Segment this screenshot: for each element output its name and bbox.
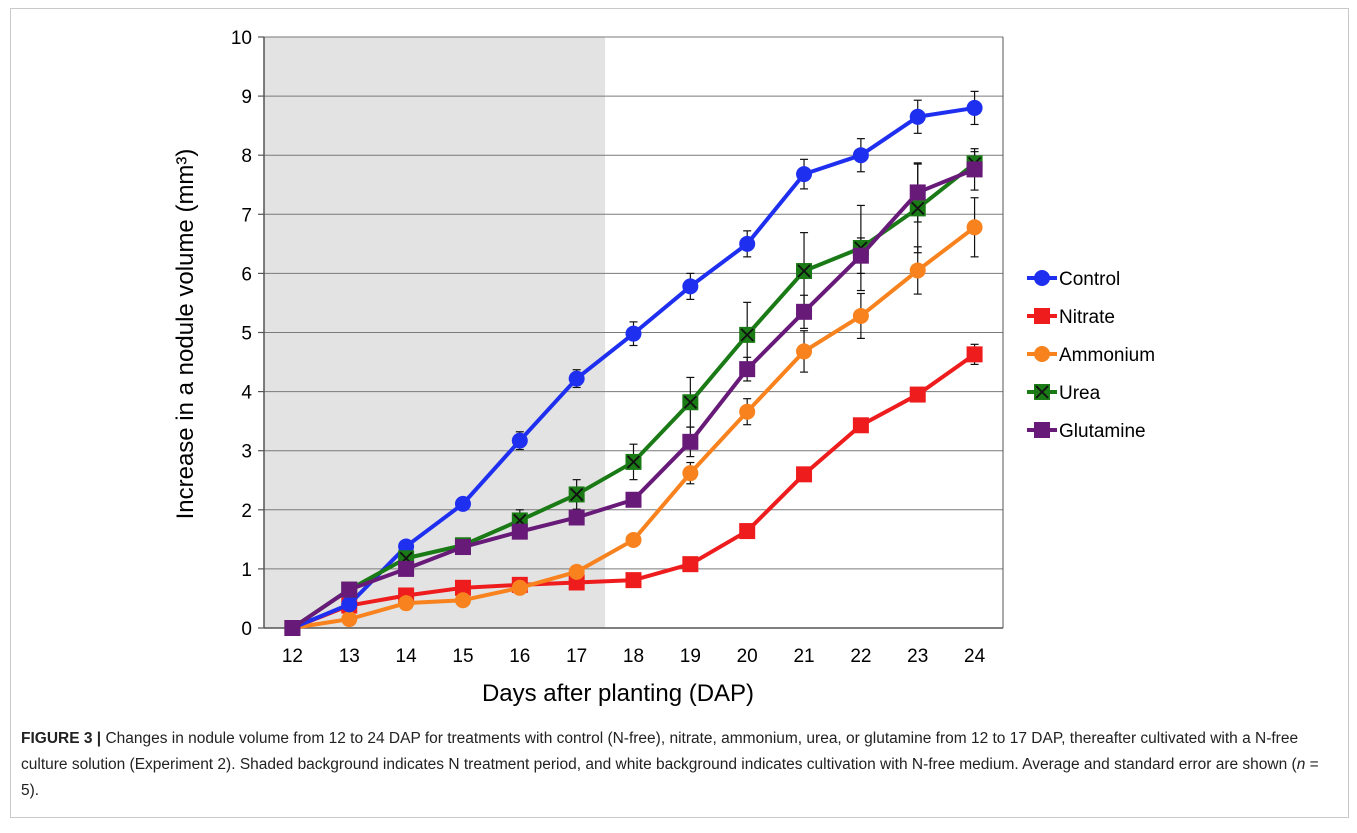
x-tick-label: 13 xyxy=(339,646,360,667)
y-tick-label: 9 xyxy=(241,87,252,108)
x-axis-title: Days after planting (DAP) xyxy=(482,680,754,707)
data-point-glutamine xyxy=(569,509,585,525)
data-point-control xyxy=(967,100,983,116)
legend-marker-nitrate xyxy=(1034,308,1050,324)
data-point-control xyxy=(455,496,471,512)
x-tick-label: 19 xyxy=(680,646,701,667)
x-tick-label: 20 xyxy=(737,646,758,667)
y-tick-label: 10 xyxy=(231,28,252,49)
data-point-control xyxy=(910,109,926,125)
data-point-nitrate xyxy=(967,346,983,362)
data-point-control xyxy=(512,433,528,449)
legend-label-glutamine: Glutamine xyxy=(1059,421,1146,442)
y-tick-label: 6 xyxy=(241,264,252,285)
y-axis-title: Increase in a nodule volume (mm³) xyxy=(172,149,199,520)
data-point-control xyxy=(569,371,585,387)
data-point-glutamine xyxy=(284,620,300,636)
data-point-urea xyxy=(682,394,698,410)
data-point-glutamine xyxy=(853,248,869,264)
data-point-control xyxy=(682,278,698,294)
data-point-ammonium xyxy=(853,308,869,324)
x-tick-label: 17 xyxy=(566,646,587,667)
y-tick-label: 7 xyxy=(241,205,252,226)
data-point-control xyxy=(853,147,869,163)
data-point-nitrate xyxy=(853,417,869,433)
data-point-ammonium xyxy=(455,592,471,608)
legend-label-nitrate: Nitrate xyxy=(1059,307,1115,328)
data-point-glutamine xyxy=(910,184,926,200)
legend-marker-ammonium xyxy=(1034,346,1050,362)
data-point-nitrate xyxy=(739,523,755,539)
x-tick-label: 16 xyxy=(509,646,530,667)
legend-marker-glutamine xyxy=(1034,422,1050,438)
data-point-ammonium xyxy=(739,404,755,420)
legend-label-ammonium: Ammonium xyxy=(1059,345,1155,366)
legend-label-urea: Urea xyxy=(1059,383,1101,404)
y-tick-label: 3 xyxy=(241,442,252,463)
data-point-control xyxy=(796,166,812,182)
figure-caption: FIGURE 3 | Changes in nodule volume from… xyxy=(21,726,1331,804)
x-tick-label: 21 xyxy=(793,646,814,667)
x-tick-label: 18 xyxy=(623,646,644,667)
data-point-urea xyxy=(910,200,926,216)
data-point-urea xyxy=(626,454,642,470)
data-point-ammonium xyxy=(569,564,585,580)
data-point-control xyxy=(739,236,755,252)
legend-marker-urea xyxy=(1034,384,1050,400)
caption-label: FIGURE 3 | xyxy=(21,730,101,747)
x-tick-label: 14 xyxy=(396,646,418,667)
data-point-glutamine xyxy=(796,304,812,320)
legend: Control Nitrate Ammonium Urea Glutamine xyxy=(1027,269,1155,442)
data-point-glutamine xyxy=(398,561,414,577)
data-point-ammonium xyxy=(910,262,926,278)
y-tick-label: 4 xyxy=(241,383,252,404)
legend-label-control: Control xyxy=(1059,269,1120,290)
data-point-glutamine xyxy=(682,434,698,450)
y-tick-label: 2 xyxy=(241,501,252,522)
data-point-urea xyxy=(796,263,812,279)
data-point-glutamine xyxy=(455,539,471,555)
x-tick-label: 23 xyxy=(907,646,928,667)
data-point-ammonium xyxy=(398,595,414,611)
x-tick-label: 12 xyxy=(282,646,303,667)
data-point-glutamine xyxy=(967,161,983,177)
data-point-glutamine xyxy=(739,361,755,377)
data-point-nitrate xyxy=(682,556,698,572)
data-point-control xyxy=(626,326,642,342)
data-point-urea xyxy=(739,327,755,343)
data-point-glutamine xyxy=(341,582,357,598)
data-point-ammonium xyxy=(626,532,642,548)
x-tick-label: 22 xyxy=(850,646,871,667)
data-point-ammonium xyxy=(341,611,357,627)
data-point-ammonium xyxy=(682,465,698,481)
y-tick-label: 0 xyxy=(241,619,252,640)
data-point-ammonium xyxy=(967,219,983,235)
x-tick-label: 15 xyxy=(452,646,473,667)
caption-text: Changes in nodule volume from 12 to 24 D… xyxy=(21,730,1298,773)
data-point-nitrate xyxy=(626,572,642,588)
data-point-nitrate xyxy=(910,387,926,403)
data-point-glutamine xyxy=(626,492,642,508)
y-tick-label: 1 xyxy=(241,560,252,581)
x-tick-label: 24 xyxy=(964,646,986,667)
data-point-urea xyxy=(569,486,585,502)
data-point-ammonium xyxy=(512,580,528,596)
data-point-ammonium xyxy=(796,343,812,359)
y-tick-label: 5 xyxy=(241,324,252,345)
data-point-nitrate xyxy=(796,466,812,482)
data-point-glutamine xyxy=(512,524,528,540)
y-tick-label: 8 xyxy=(241,146,252,167)
data-point-control xyxy=(341,596,357,612)
legend-marker-control xyxy=(1034,270,1050,286)
